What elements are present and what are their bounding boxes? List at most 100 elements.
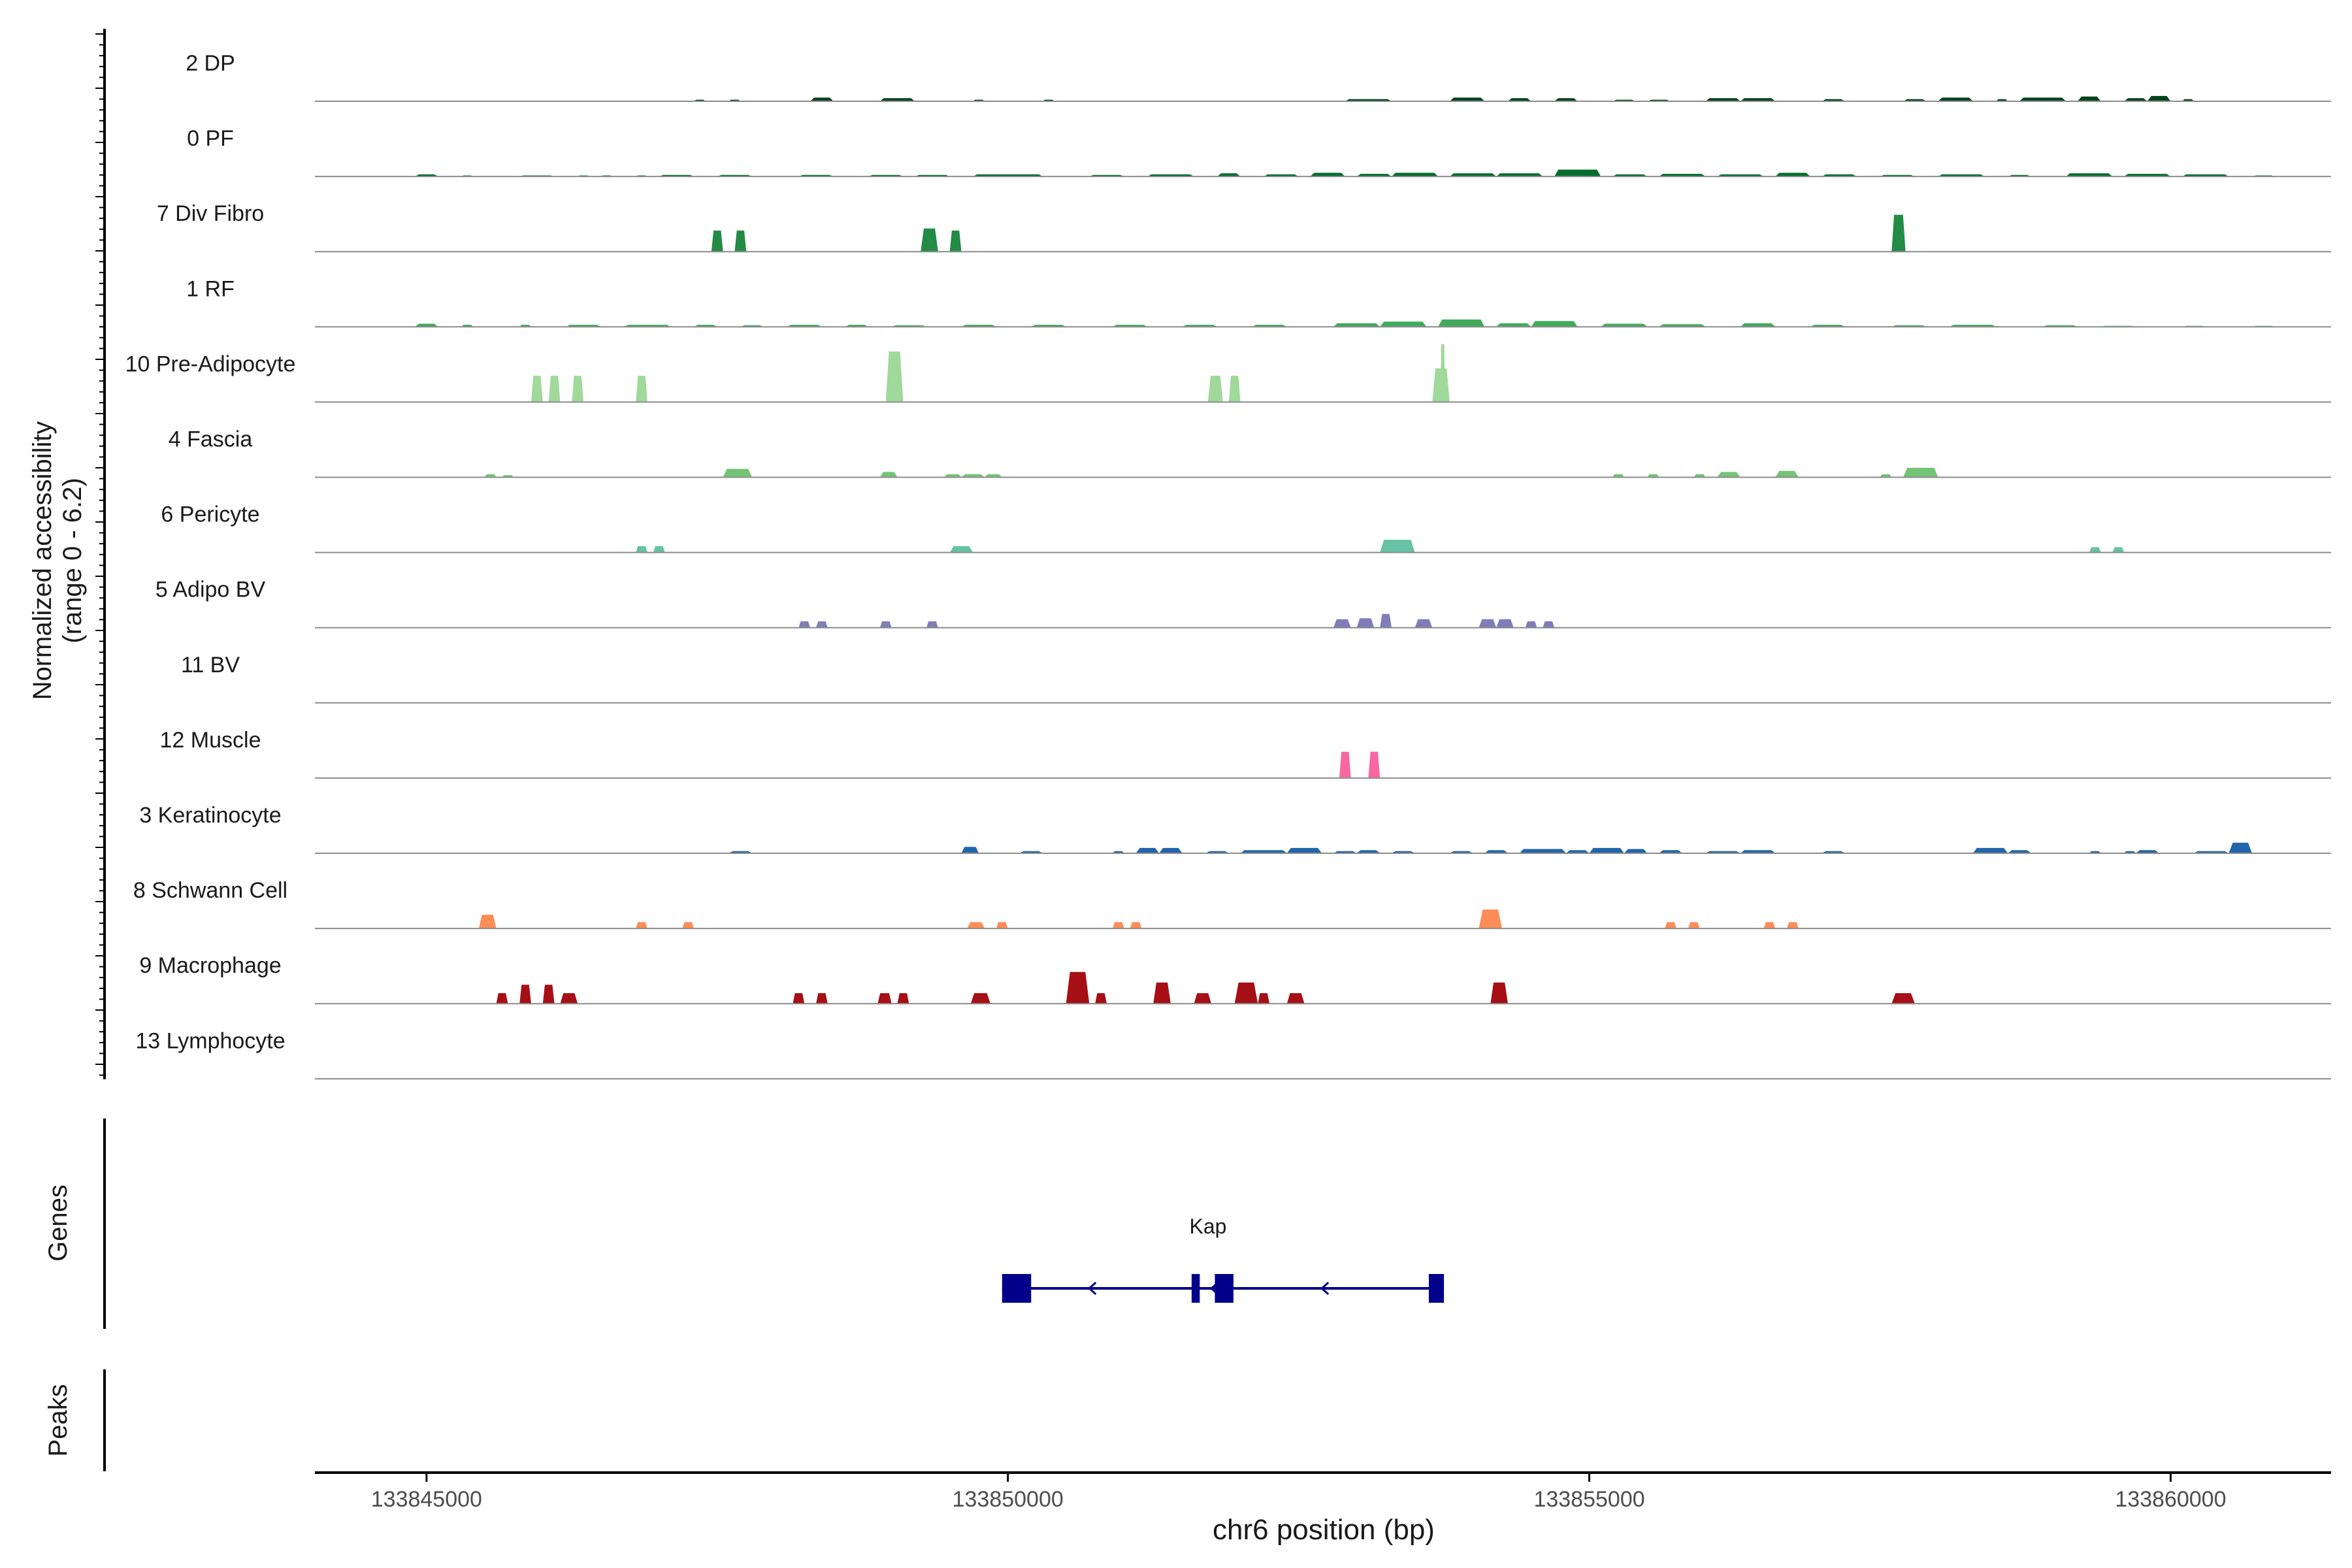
coverage-peak (2066, 173, 2113, 177)
coverage-peak (1612, 474, 1624, 478)
peaks-panel: Peaks (44, 1369, 106, 1471)
x-axis-title: chr6 position (bp) (1213, 1514, 1435, 1546)
track-5-adipo-bv: 5 Adipo BV (155, 578, 2331, 629)
coverage-peak (1356, 850, 1380, 853)
coverage-peak (484, 474, 497, 478)
coverage-peak (415, 323, 438, 327)
track-label: 0 PF (187, 126, 234, 151)
track-4-fascia: 4 Fascia (169, 427, 2331, 478)
gene-exon (1215, 1274, 1233, 1303)
coverage-peak (1478, 909, 1503, 929)
coverage-peak (1543, 621, 1555, 628)
coverage-peak (1519, 849, 1566, 853)
coverage-peak (1380, 540, 1415, 553)
x-axis-tick-label: 133850000 (953, 1487, 1064, 1512)
coverage-peak (967, 922, 985, 929)
coverage-peak (1450, 97, 1485, 101)
coverage-peak (985, 474, 1002, 478)
coverage-peak (961, 474, 985, 478)
genes-panel-title: Genes (44, 1184, 73, 1262)
coverage-peak (1566, 850, 1590, 853)
coverage-peak (921, 228, 938, 252)
track-11-bv: 11 BV (181, 653, 2331, 704)
coverage-tracks: 2 DP 0 PF 7 Div Fibro 1 RF 10 Pre-Adipocyte 4… (125, 51, 2331, 1080)
coverage-peak (1112, 922, 1124, 929)
coverage-peak (1159, 847, 1183, 853)
track-label: 11 BV (181, 653, 240, 678)
coverage-peak (1414, 619, 1433, 628)
x-axis-tick-label: 133860000 (2115, 1487, 2226, 1512)
coverage-peak (1740, 850, 1776, 853)
coverage-peak (1554, 98, 1578, 101)
gene-strand-arrow (1088, 1281, 1097, 1296)
coverage-peak (1066, 972, 1090, 1004)
coverage-peak (885, 351, 904, 402)
coverage-peak (636, 376, 647, 402)
coverage-peak (1531, 321, 1578, 327)
coverage-peak (961, 847, 979, 853)
track-label: 12 Muscle (160, 728, 261, 753)
coverage-peak (1740, 98, 1776, 101)
track-label: 3 Keratinocyte (139, 803, 281, 828)
track-0-pf: 0 PF (187, 126, 2331, 178)
coverage-peak (1484, 850, 1508, 853)
coverage-peak (1438, 319, 1485, 327)
coverage-peak (949, 230, 962, 252)
coverage-peak (877, 993, 892, 1004)
coverage-peak (1478, 619, 1497, 628)
coverage-peak (926, 621, 938, 628)
coverage-peak (1440, 344, 1445, 402)
coverage-peak (1286, 993, 1305, 1004)
coverage-peak (1240, 850, 1287, 853)
coverage-peak (1380, 613, 1392, 628)
gene-strand-arrow (1320, 1281, 1330, 1296)
coverage-peak (1775, 470, 1799, 478)
track-2-dp: 2 DP (186, 51, 2331, 102)
track-label: 8 Schwann Cell (133, 878, 287, 903)
coverage-peak (2112, 547, 2125, 553)
x-axis-tick-label: 133855000 (1533, 1487, 1644, 1512)
coverage-peak (711, 230, 723, 252)
coverage-peak (1333, 619, 1351, 628)
coverage-peak (1217, 173, 1241, 177)
coverage-peak (1368, 751, 1380, 778)
coverage-peak (943, 474, 962, 478)
coverage-peak (2089, 547, 2101, 553)
coverage-peak (1740, 323, 1776, 327)
coverage-peak (1693, 474, 1706, 478)
coverage-peak (1554, 169, 1601, 177)
coverage-peak (879, 472, 898, 478)
coverage-peak (542, 985, 555, 1004)
track-label: 9 Macrophage (139, 953, 281, 978)
coverage-peak (2078, 96, 2101, 101)
coverage-peak (2229, 842, 2252, 853)
gene-name-label: Kap (1190, 1215, 1227, 1238)
coverage-peak (1903, 468, 1938, 478)
coverage-peak (2124, 98, 2148, 101)
coverage-peak (879, 621, 892, 628)
coverage-peak (548, 376, 561, 402)
coverage-peak (1095, 993, 1107, 1004)
coverage-peak (1624, 849, 1648, 853)
x-axis: 133845000 133850000 133855000 133860000 (315, 1471, 2331, 1512)
coverage-peak (897, 993, 909, 1004)
coverage-peak (519, 985, 531, 1004)
track-9-macrophage: 9 Macrophage (139, 953, 2331, 1005)
coverage-peak (2136, 850, 2159, 853)
coverage-peak (949, 546, 973, 553)
coverage-peak (734, 230, 747, 252)
gene-strand-arrow (1209, 1281, 1219, 1296)
track-12-muscle: 12 Muscle (160, 728, 2331, 779)
coverage-peak (1787, 922, 1799, 929)
coverage-peak (1647, 474, 1659, 478)
coverage-peak (1207, 376, 1223, 402)
coverage-peak (478, 915, 497, 929)
track-label: 4 Fascia (169, 427, 253, 452)
coverage-peak (1775, 172, 1810, 177)
coverage-peak (1490, 982, 1508, 1004)
x-axis-tick-label: 133845000 (371, 1487, 482, 1512)
track-label: 7 Div Fibro (157, 201, 264, 226)
coverage-peak (1310, 172, 1345, 177)
coverage-peak (636, 546, 647, 553)
